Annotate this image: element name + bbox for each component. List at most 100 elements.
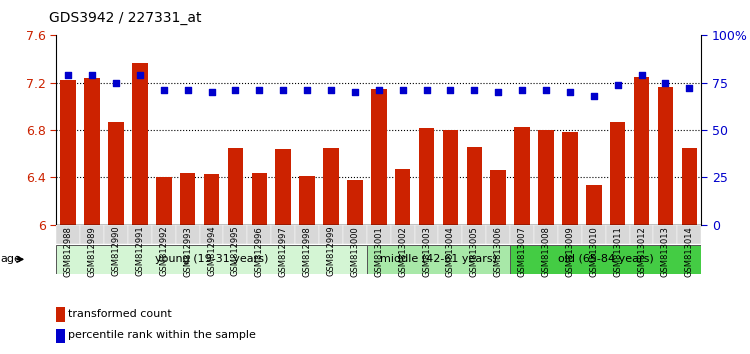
Bar [682, 148, 697, 225]
Bar [490, 170, 506, 225]
Point [325, 87, 337, 93]
Point [421, 87, 433, 93]
Bar [415, 225, 439, 244]
Text: GSM813003: GSM813003 [422, 226, 431, 276]
Bar [367, 225, 391, 244]
Bar [586, 184, 602, 225]
Bar [61, 80, 76, 225]
Bar [419, 128, 434, 225]
Bar [466, 147, 482, 225]
Text: GSM812995: GSM812995 [231, 226, 240, 276]
Point [659, 80, 671, 86]
Text: GSM812998: GSM812998 [302, 226, 311, 276]
Bar [658, 87, 674, 225]
Text: GSM813000: GSM813000 [350, 226, 359, 276]
Bar [200, 225, 223, 244]
Bar [275, 149, 291, 225]
Text: GSM812988: GSM812988 [64, 226, 73, 276]
Point [110, 80, 122, 86]
Bar [204, 174, 219, 225]
Text: GSM813014: GSM813014 [685, 226, 694, 276]
Text: middle (42-61 years): middle (42-61 years) [380, 254, 497, 264]
Text: percentile rank within the sample: percentile rank within the sample [68, 330, 256, 341]
Text: young (19-31 years): young (19-31 years) [154, 254, 268, 264]
Point [445, 87, 457, 93]
Point [278, 87, 290, 93]
Point [158, 87, 170, 93]
Bar [228, 148, 243, 225]
Bar [510, 245, 701, 274]
Bar [251, 173, 267, 225]
Bar [514, 126, 529, 225]
Bar [319, 225, 343, 244]
Bar [104, 225, 128, 244]
Bar [534, 225, 558, 244]
Text: GSM812993: GSM812993 [183, 226, 192, 276]
Point [492, 89, 504, 95]
Point [588, 93, 600, 99]
Text: GSM813011: GSM813011 [614, 226, 622, 276]
Bar [395, 169, 410, 225]
Bar [56, 329, 64, 343]
Text: GSM812996: GSM812996 [255, 226, 264, 276]
Point [635, 72, 647, 78]
Bar [462, 225, 486, 244]
Bar [272, 225, 296, 244]
Bar [391, 225, 415, 244]
Bar [156, 177, 172, 225]
Text: old (65-84 years): old (65-84 years) [558, 254, 653, 264]
Bar [80, 225, 104, 244]
Text: GSM813013: GSM813013 [661, 226, 670, 276]
Bar [108, 122, 124, 225]
Point [206, 89, 218, 95]
Text: GSM813008: GSM813008 [542, 226, 550, 276]
Text: GSM813007: GSM813007 [518, 226, 526, 276]
Bar [128, 225, 152, 244]
Text: GSM812994: GSM812994 [207, 226, 216, 276]
Bar [442, 130, 458, 225]
Bar [510, 225, 534, 244]
Bar [439, 225, 462, 244]
Bar [371, 88, 386, 225]
Bar [296, 225, 319, 244]
Bar [610, 122, 626, 225]
Bar [367, 245, 510, 274]
Bar [634, 77, 650, 225]
Point [254, 87, 266, 93]
Bar [323, 148, 339, 225]
Text: transformed count: transformed count [68, 309, 172, 319]
Point [516, 87, 528, 93]
Bar [56, 245, 367, 274]
Point [349, 89, 361, 95]
Point [62, 72, 74, 78]
Bar [224, 225, 248, 244]
Point [230, 87, 242, 93]
Text: GSM812991: GSM812991 [135, 226, 144, 276]
Bar [180, 173, 196, 225]
Point [397, 87, 409, 93]
Point [683, 86, 695, 91]
Text: GDS3942 / 227331_at: GDS3942 / 227331_at [49, 11, 201, 25]
Point [564, 89, 576, 95]
Bar [343, 225, 367, 244]
Bar [248, 225, 272, 244]
Text: GSM813001: GSM813001 [374, 226, 383, 276]
Text: GSM812999: GSM812999 [326, 226, 335, 276]
Point [468, 87, 480, 93]
Bar [152, 225, 176, 244]
Bar [562, 132, 578, 225]
Text: GSM813006: GSM813006 [494, 226, 502, 276]
Bar [56, 307, 64, 321]
Text: GSM813012: GSM813012 [637, 226, 646, 276]
Point [134, 72, 146, 78]
Bar [56, 225, 80, 244]
Bar [677, 225, 701, 244]
Text: GSM813010: GSM813010 [590, 226, 598, 276]
Bar [558, 225, 582, 244]
Text: GSM813009: GSM813009 [566, 226, 574, 276]
Bar [347, 180, 363, 225]
Point [540, 87, 552, 93]
Text: age: age [0, 254, 21, 264]
Point [182, 87, 194, 93]
Bar [582, 225, 606, 244]
